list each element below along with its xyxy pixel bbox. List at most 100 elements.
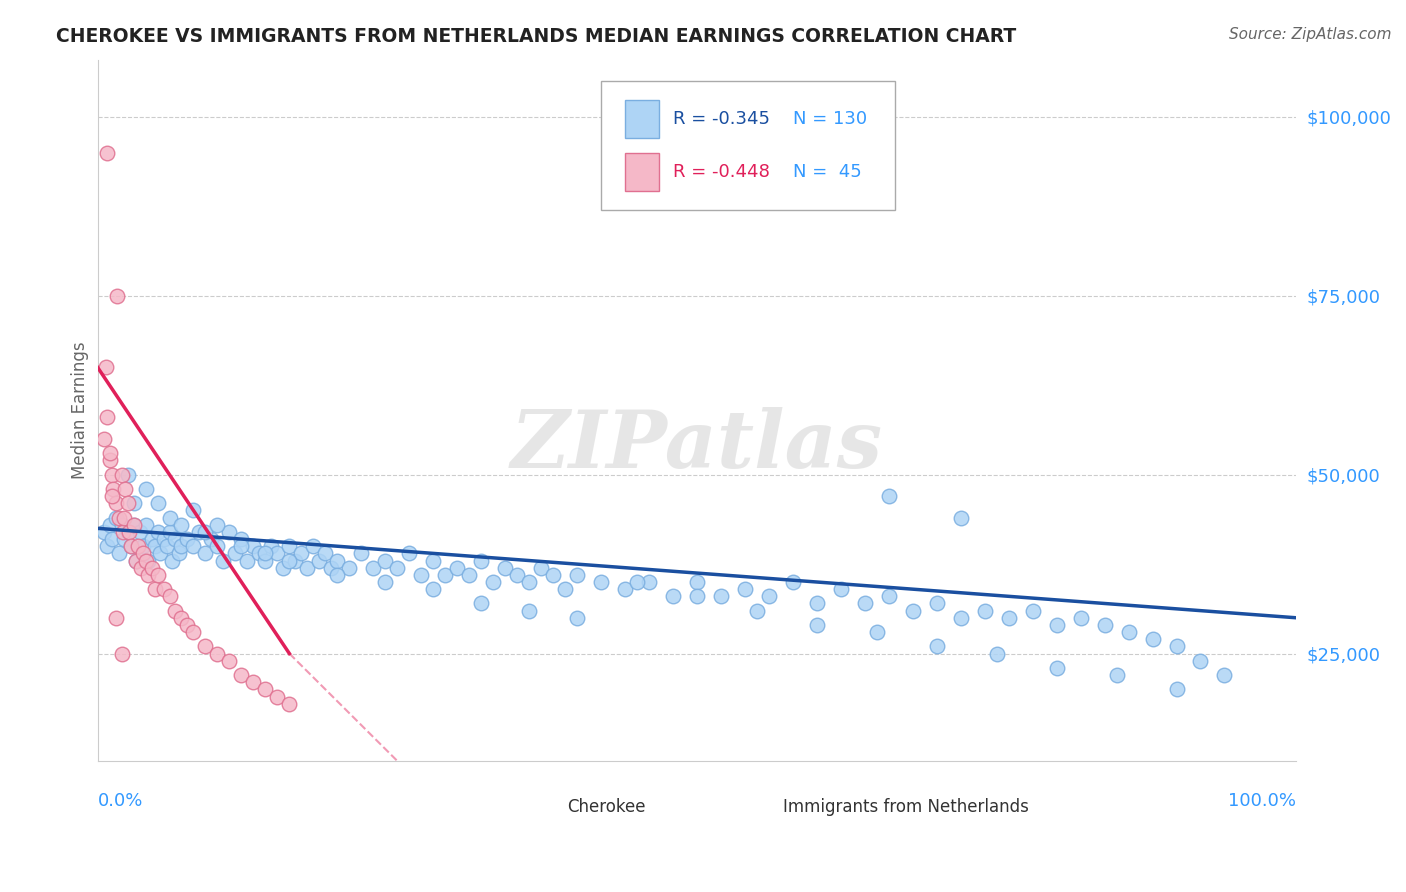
Point <box>110 647 132 661</box>
Point <box>141 532 163 546</box>
Point <box>565 567 588 582</box>
Point <box>626 574 648 589</box>
Point <box>710 590 733 604</box>
Point <box>231 668 253 682</box>
Point <box>866 625 889 640</box>
Point <box>321 560 343 574</box>
Point <box>207 517 229 532</box>
Point <box>176 618 198 632</box>
Text: N = 130: N = 130 <box>793 111 868 128</box>
Point <box>110 467 132 482</box>
Point <box>149 546 172 560</box>
Point <box>122 517 145 532</box>
Point <box>122 496 145 510</box>
Point <box>165 532 187 546</box>
Point <box>326 567 349 582</box>
Point <box>118 524 141 539</box>
Point <box>374 574 396 589</box>
Point <box>135 517 157 532</box>
Text: Immigrants from Netherlands: Immigrants from Netherlands <box>783 797 1029 815</box>
Point <box>152 582 174 596</box>
Point <box>853 597 876 611</box>
Point <box>949 611 972 625</box>
Point <box>458 567 481 582</box>
Point <box>117 524 139 539</box>
Point <box>98 453 121 467</box>
Point <box>160 553 183 567</box>
Point <box>128 524 150 539</box>
Point <box>159 510 181 524</box>
Point <box>308 553 330 567</box>
Point <box>98 446 121 460</box>
Text: 0.0%: 0.0% <box>97 792 143 811</box>
Point <box>686 574 709 589</box>
Point <box>117 496 139 510</box>
Point <box>422 553 444 567</box>
Point <box>143 582 166 596</box>
Point <box>141 560 163 574</box>
Point <box>108 510 131 524</box>
Point <box>411 567 433 582</box>
Point <box>973 604 995 618</box>
Text: CHEROKEE VS IMMIGRANTS FROM NETHERLANDS MEDIAN EARNINGS CORRELATION CHART: CHEROKEE VS IMMIGRANTS FROM NETHERLANDS … <box>56 27 1017 45</box>
FancyBboxPatch shape <box>745 794 773 821</box>
Point <box>662 590 685 604</box>
Point <box>167 546 190 560</box>
Text: N =  45: N = 45 <box>793 163 862 181</box>
Point <box>207 539 229 553</box>
Point <box>101 467 124 482</box>
Point <box>1046 618 1069 632</box>
Point <box>986 647 1008 661</box>
Point <box>156 539 179 553</box>
Point <box>1142 632 1164 647</box>
Point <box>112 532 135 546</box>
FancyBboxPatch shape <box>602 80 894 211</box>
Point <box>170 611 193 625</box>
Y-axis label: Median Earnings: Median Earnings <box>72 342 89 479</box>
Point <box>806 618 828 632</box>
Point <box>1166 682 1188 697</box>
Point <box>1021 604 1043 618</box>
Point <box>494 560 516 574</box>
Point <box>350 546 373 560</box>
Text: Cherokee: Cherokee <box>568 797 645 815</box>
Text: Source: ZipAtlas.com: Source: ZipAtlas.com <box>1229 27 1392 42</box>
Point <box>146 524 169 539</box>
Point <box>188 524 211 539</box>
Point <box>183 503 205 517</box>
Point <box>806 597 828 611</box>
Point <box>242 539 264 553</box>
Point <box>297 560 319 574</box>
Point <box>422 582 444 596</box>
Point <box>122 517 145 532</box>
Point <box>506 567 529 582</box>
Point <box>108 546 131 560</box>
Point <box>266 690 288 704</box>
Point <box>284 553 307 567</box>
Point <box>129 560 152 574</box>
Point <box>363 560 385 574</box>
Point <box>231 539 253 553</box>
Text: R = -0.448: R = -0.448 <box>673 163 770 181</box>
Point <box>1094 618 1116 632</box>
Point <box>236 553 259 567</box>
Point <box>1105 668 1128 682</box>
Point <box>183 625 205 640</box>
Point <box>135 482 157 496</box>
Point <box>218 654 240 668</box>
Point <box>96 145 118 160</box>
Text: ZIPatlas: ZIPatlas <box>510 407 883 484</box>
Point <box>114 482 136 496</box>
Point <box>101 489 124 503</box>
FancyBboxPatch shape <box>626 100 658 138</box>
Point <box>1070 611 1092 625</box>
Point <box>1166 640 1188 654</box>
Point <box>530 560 553 574</box>
Point <box>314 546 336 560</box>
Point <box>242 675 264 690</box>
Point <box>176 532 198 546</box>
Point <box>194 524 217 539</box>
Point <box>94 360 117 375</box>
Point <box>104 510 127 524</box>
Point <box>146 496 169 510</box>
